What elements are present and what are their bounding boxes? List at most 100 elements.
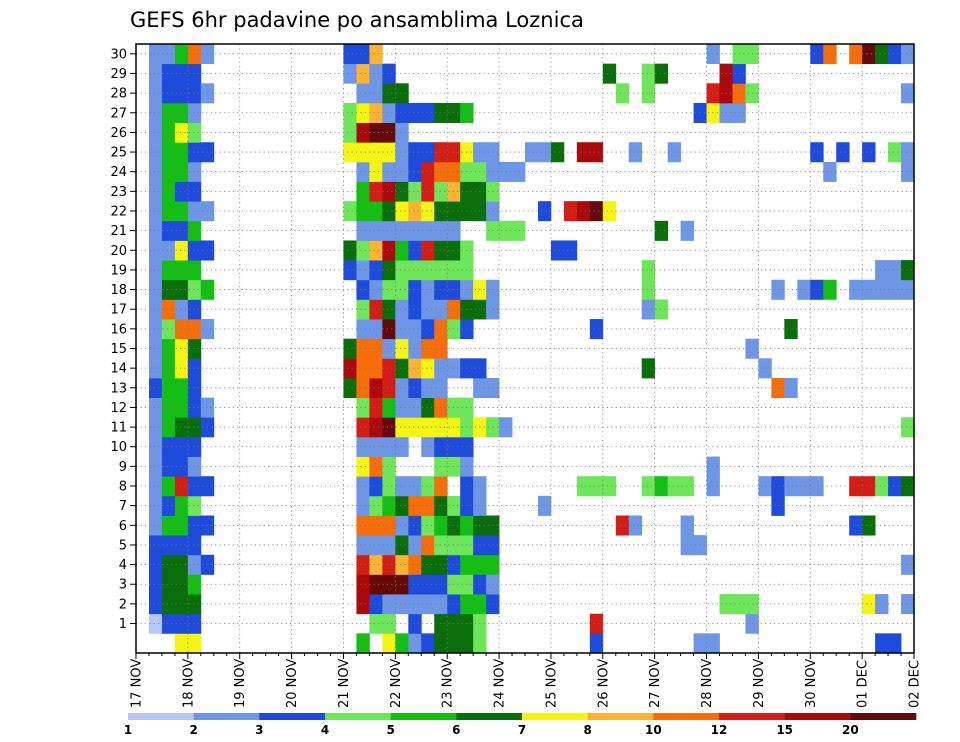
heatmap-cell	[343, 44, 357, 65]
heatmap-cell	[187, 83, 202, 104]
x-tick-label: 19 NOV	[233, 659, 248, 708]
heatmap-cell	[148, 44, 163, 65]
heatmap-cell	[550, 240, 565, 261]
heatmap-cell	[369, 122, 383, 143]
heatmap-cell	[161, 63, 176, 84]
heatmap-cell	[174, 377, 189, 399]
heatmap-cell	[434, 633, 448, 654]
heatmap-cell	[174, 122, 189, 143]
y-tick-label: 28	[110, 87, 127, 102]
heatmap-cell	[148, 83, 163, 104]
heatmap-cell	[602, 476, 617, 497]
heatmap-cell	[174, 220, 189, 241]
heatmap-cell	[421, 102, 435, 123]
heatmap-cell	[395, 83, 409, 104]
heatmap-cell	[148, 220, 163, 241]
heatmap-cell	[680, 476, 694, 497]
heatmap-cell	[421, 397, 435, 418]
heatmap-cell	[148, 63, 163, 84]
heatmap-cell	[537, 142, 552, 163]
heatmap-cell	[187, 554, 202, 575]
y-tick-label: 14	[110, 362, 127, 377]
heatmap-cell	[369, 142, 383, 163]
heatmap-cell	[434, 476, 448, 497]
heatmap-cell	[784, 377, 798, 399]
heatmap-cell	[343, 338, 357, 359]
heatmap-cell	[356, 574, 370, 595]
heatmap-cell	[161, 417, 176, 438]
heatmap-cell	[369, 417, 383, 438]
heatmap-cell	[382, 181, 396, 202]
heatmap-cell	[148, 161, 163, 182]
heatmap-cell	[161, 201, 176, 222]
y-tick-label: 2	[119, 597, 127, 612]
heatmap-cell	[395, 476, 409, 497]
heatmap-cell	[641, 279, 656, 300]
heatmap-cell	[382, 535, 396, 556]
heatmap-cell	[356, 299, 370, 320]
heatmap-cell	[421, 279, 435, 300]
heatmap-cell	[382, 358, 396, 379]
heatmap-cell	[408, 279, 422, 300]
heatmap-cell	[356, 240, 370, 261]
heatmap-cell	[602, 63, 617, 84]
heatmap-cell	[369, 554, 383, 575]
heatmap-cell	[849, 515, 863, 536]
heatmap-cell	[408, 535, 422, 556]
heatmap-cell	[784, 476, 798, 497]
y-tick-label: 12	[110, 401, 127, 416]
y-tick-label: 27	[110, 106, 127, 121]
heatmap-cell	[395, 594, 409, 615]
heatmap-cell	[382, 495, 396, 516]
heatmap-cell	[382, 594, 396, 615]
y-tick-label: 20	[110, 244, 127, 259]
y-tick-label: 13	[110, 381, 127, 396]
heatmap-cell	[875, 44, 889, 65]
heatmap-cell	[161, 83, 176, 104]
heatmap-cell	[148, 535, 163, 556]
heatmap-cell	[148, 554, 163, 575]
x-tick-label: 29 NOV	[752, 659, 767, 708]
heatmap-cell	[421, 220, 435, 241]
heatmap-cell	[174, 83, 189, 104]
heatmap-cell	[382, 102, 396, 123]
heatmap-cell	[654, 476, 669, 497]
heatmap-cells	[148, 44, 915, 654]
heatmap-cell	[369, 495, 383, 516]
heatmap-cell	[875, 476, 889, 497]
heatmap-cell	[434, 515, 448, 536]
heatmap-cell	[369, 613, 383, 634]
y-tick-label: 21	[110, 224, 127, 239]
heatmap-cell	[148, 319, 163, 340]
heatmap-cell	[174, 397, 189, 418]
heatmap-cell	[148, 613, 163, 634]
heatmap-cell	[408, 377, 422, 399]
heatmap-cell	[421, 358, 435, 379]
heatmap-cell	[537, 201, 552, 222]
x-axis: 17 NOV 18 NOV 19 NOV 20 NOV 21 NOV 22 NOV 23 N…	[130, 653, 923, 708]
colorbar-label: 10	[645, 723, 662, 737]
heatmap-cell	[823, 44, 837, 65]
heatmap-cell	[369, 515, 383, 536]
heatmap-cell	[395, 397, 409, 418]
heatmap-cell	[434, 554, 448, 575]
heatmap-cell	[888, 44, 902, 65]
x-tick-label: 01 DEC	[856, 660, 871, 708]
heatmap-cell	[161, 358, 176, 379]
heatmap-cell	[460, 633, 474, 654]
colorbar-swatch	[193, 713, 260, 720]
x-tick-label: 22 NOV	[389, 659, 404, 708]
heatmap-cell	[395, 142, 409, 163]
heatmap-cell	[161, 122, 176, 143]
heatmap-cell	[148, 122, 163, 143]
y-tick-label: 19	[110, 263, 127, 278]
heatmap-cell	[382, 377, 396, 399]
heatmap-cell	[356, 319, 370, 340]
heatmap-cell	[356, 633, 370, 654]
heatmap-cell	[395, 417, 409, 438]
heatmap-cell	[421, 260, 435, 281]
heatmap-cell	[174, 63, 189, 84]
heatmap-cell	[888, 279, 902, 300]
heatmap-cell	[408, 102, 422, 123]
x-tick-label: 21 NOV	[337, 659, 352, 708]
